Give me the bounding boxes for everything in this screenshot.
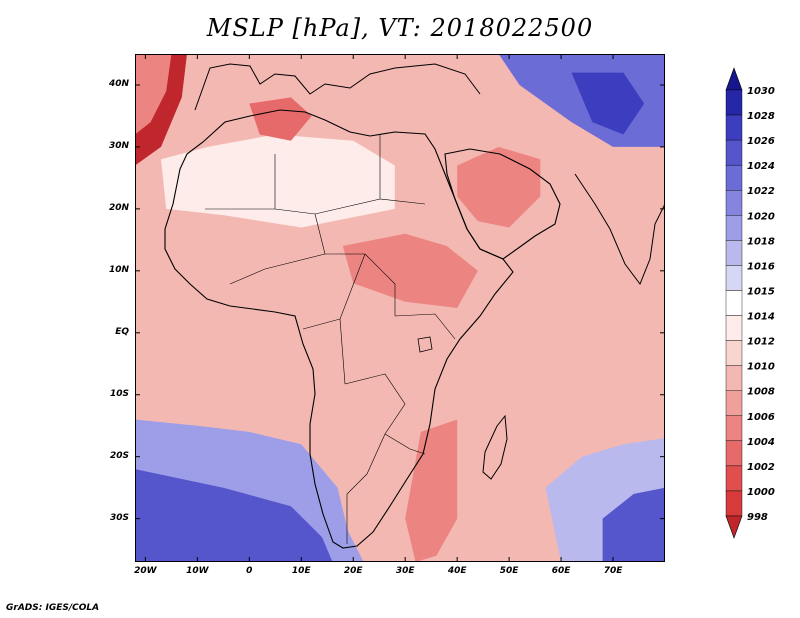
lat-tick-label: 10S bbox=[109, 388, 129, 399]
colorbar-swatch bbox=[725, 465, 743, 492]
lat-tick-label: 30N bbox=[108, 140, 129, 151]
colorbar: 1030 1028 1026 1024 1022 1020 1018 1016 1015 1014… bbox=[725, 67, 775, 539]
colorbar-label: 1028 bbox=[747, 111, 775, 122]
pressure-region-ocean-low-nw-inner bbox=[135, 54, 172, 135]
colorbar-swatches: 1030 1028 1026 1024 1022 1020 1018 1016 1015 1014… bbox=[725, 67, 775, 539]
colorbar-swatch bbox=[725, 415, 743, 442]
colorbar-label: 1030 bbox=[747, 86, 775, 97]
africa-coastline bbox=[164, 109, 514, 549]
colorbar-swatch bbox=[725, 215, 743, 241]
colorbar-swatch bbox=[725, 139, 743, 166]
colorbar-swatch bbox=[725, 490, 743, 517]
colorbar-label: 1018 bbox=[747, 236, 775, 247]
lon-tick-label: 50E bbox=[499, 566, 519, 576]
lon-tick-label: 20W bbox=[134, 566, 157, 576]
lat-tick-label: 40N bbox=[108, 78, 129, 89]
europe-coastline bbox=[194, 63, 481, 111]
colorbar-label: 1026 bbox=[747, 136, 775, 147]
pressure-region-sahara-mild bbox=[161, 134, 395, 228]
colorbar-swatch bbox=[725, 190, 743, 216]
madagascar-coastline bbox=[482, 414, 508, 480]
colorbar-label: 1004 bbox=[747, 437, 775, 448]
lat-tick-label: 10N bbox=[108, 264, 129, 275]
grads-credit: GrADS: IGES/COLA bbox=[6, 603, 100, 613]
map-frame bbox=[135, 54, 665, 562]
lon-tick-label: 60E bbox=[551, 566, 571, 576]
colorbar-swatch bbox=[725, 340, 743, 366]
colorbar-label: 1012 bbox=[747, 337, 775, 348]
pressure-region-maghreb-low bbox=[249, 97, 312, 141]
colorbar-label: 1002 bbox=[747, 462, 775, 473]
arabia-coastline bbox=[444, 148, 561, 260]
colorbar-swatch bbox=[725, 290, 743, 316]
colorbar-top-triangle bbox=[725, 67, 743, 91]
pressure-fill-layer bbox=[135, 54, 665, 562]
pressure-region-arabia-low bbox=[457, 146, 541, 228]
colorbar-bottom-triangle bbox=[725, 515, 743, 539]
colorbar-swatch bbox=[725, 390, 743, 416]
pressure-region-south-atlantic-high-inner bbox=[135, 469, 333, 562]
lon-tick-label: 10E bbox=[291, 566, 311, 576]
lon-tick-label: 20E bbox=[343, 566, 363, 576]
colorbar-label: 1022 bbox=[747, 186, 775, 197]
lon-tick-label: 40E bbox=[447, 566, 467, 576]
colorbar-label: 998 bbox=[747, 512, 768, 523]
colorbar-label: 1006 bbox=[747, 412, 775, 423]
colorbar-swatch bbox=[725, 114, 743, 141]
pressure-region-asia-high-inner bbox=[571, 72, 645, 135]
country-borders bbox=[205, 134, 456, 544]
coastlines bbox=[164, 63, 665, 549]
pressure-region-indian-ocean-high-inner bbox=[602, 487, 665, 562]
colorbar-swatch bbox=[725, 240, 743, 266]
colorbar-swatch bbox=[725, 164, 743, 191]
lon-tick-label: 0 bbox=[246, 566, 253, 576]
lon-tick-label: 70E bbox=[603, 566, 623, 576]
lat-tick-label: 20N bbox=[108, 202, 129, 213]
colorbar-swatch bbox=[725, 265, 743, 291]
colorbar-label: 1016 bbox=[747, 261, 775, 272]
lat-tick-label: 30S bbox=[109, 512, 129, 523]
colorbar-swatch bbox=[725, 315, 743, 341]
colorbar-swatch bbox=[725, 89, 743, 116]
lon-tick-label: 10W bbox=[186, 566, 209, 576]
axis-ticks bbox=[135, 54, 665, 562]
lat-tick-label: EQ bbox=[115, 326, 129, 337]
colorbar-label: 1015 bbox=[747, 287, 775, 298]
chart-title: MSLP [hPa], VT: 2018022500 bbox=[206, 14, 594, 42]
pressure-region-east-africa-low bbox=[342, 233, 478, 308]
colorbar-label: 1000 bbox=[747, 487, 775, 498]
lake-victoria bbox=[417, 336, 433, 353]
colorbar-label: 1024 bbox=[747, 161, 775, 172]
lon-tick-label: 30E bbox=[395, 566, 415, 576]
india-coastline bbox=[574, 173, 665, 286]
colorbar-label: 1014 bbox=[747, 312, 775, 323]
colorbar-swatch bbox=[725, 440, 743, 467]
colorbar-label: 1020 bbox=[747, 211, 775, 222]
colorbar-swatch bbox=[725, 365, 743, 391]
colorbar-label: 1008 bbox=[747, 387, 775, 398]
colorbar-label: 1010 bbox=[747, 362, 775, 373]
lat-tick-label: 20S bbox=[109, 450, 129, 461]
pressure-region-mozambique-channel-low bbox=[405, 419, 458, 562]
mslp-map bbox=[135, 54, 665, 562]
